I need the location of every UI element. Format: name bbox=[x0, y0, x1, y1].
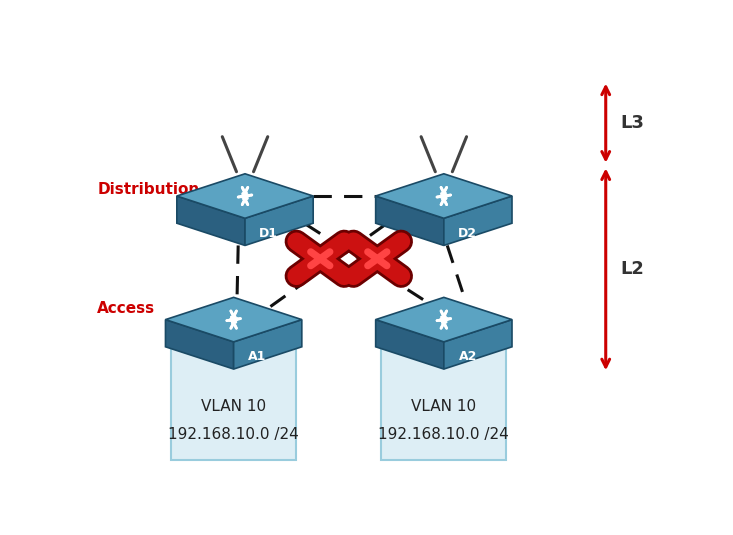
Polygon shape bbox=[376, 319, 444, 369]
Polygon shape bbox=[444, 319, 512, 369]
Polygon shape bbox=[234, 319, 302, 369]
Polygon shape bbox=[166, 297, 302, 342]
Polygon shape bbox=[376, 174, 512, 218]
Text: A2: A2 bbox=[459, 350, 477, 363]
Text: 192.168.10.0 /24: 192.168.10.0 /24 bbox=[378, 427, 509, 442]
Polygon shape bbox=[376, 297, 512, 342]
Text: 192.168.10.0 /24: 192.168.10.0 /24 bbox=[169, 427, 299, 442]
Text: VLAN 10: VLAN 10 bbox=[201, 399, 266, 414]
Polygon shape bbox=[245, 196, 313, 246]
Text: VLAN 10: VLAN 10 bbox=[411, 399, 476, 414]
Text: Distribution: Distribution bbox=[97, 182, 199, 197]
FancyBboxPatch shape bbox=[172, 319, 296, 460]
Text: L3: L3 bbox=[620, 114, 644, 132]
Text: Access: Access bbox=[97, 301, 155, 316]
Polygon shape bbox=[444, 196, 512, 246]
Polygon shape bbox=[177, 196, 245, 246]
Polygon shape bbox=[166, 319, 234, 369]
Text: D2: D2 bbox=[458, 227, 477, 240]
Text: D1: D1 bbox=[259, 227, 279, 240]
Text: L2: L2 bbox=[620, 261, 644, 278]
Polygon shape bbox=[177, 174, 313, 218]
Text: A1: A1 bbox=[248, 350, 267, 363]
FancyBboxPatch shape bbox=[381, 319, 507, 460]
Polygon shape bbox=[376, 196, 444, 246]
